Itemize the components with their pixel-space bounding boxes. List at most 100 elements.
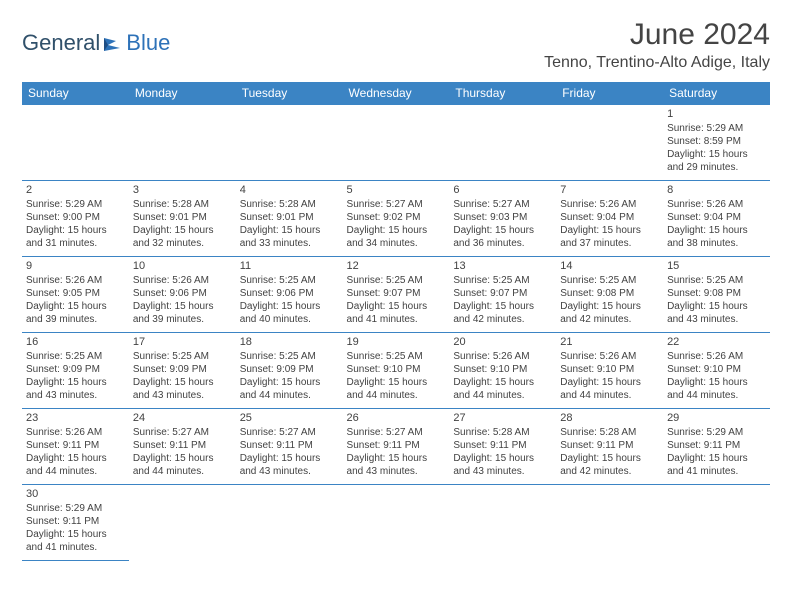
- day-day2: and 36 minutes.: [453, 237, 552, 250]
- calendar-day-cell: 17Sunrise: 5:25 AMSunset: 9:09 PMDayligh…: [129, 333, 236, 409]
- day-number: 18: [240, 335, 339, 349]
- day-sunrise: Sunrise: 5:25 AM: [347, 274, 446, 287]
- title-block: June 2024 Tenno, Trentino-Alto Adige, It…: [544, 18, 770, 72]
- day-sunrise: Sunrise: 5:29 AM: [26, 502, 125, 515]
- day-sunset: Sunset: 9:07 PM: [453, 287, 552, 300]
- day-day2: and 40 minutes.: [240, 313, 339, 326]
- calendar-day-cell: 2Sunrise: 5:29 AMSunset: 9:00 PMDaylight…: [22, 181, 129, 257]
- day-number: 26: [347, 411, 446, 425]
- day-sunset: Sunset: 9:11 PM: [453, 439, 552, 452]
- day-day2: and 37 minutes.: [560, 237, 659, 250]
- calendar-day-cell: 18Sunrise: 5:25 AMSunset: 9:09 PMDayligh…: [236, 333, 343, 409]
- day-day2: and 42 minutes.: [560, 313, 659, 326]
- day-day2: and 42 minutes.: [453, 313, 552, 326]
- calendar-week-row: 2Sunrise: 5:29 AMSunset: 9:00 PMDaylight…: [22, 181, 770, 257]
- day-sunset: Sunset: 9:08 PM: [667, 287, 766, 300]
- calendar-day-cell: 12Sunrise: 5:25 AMSunset: 9:07 PMDayligh…: [343, 257, 450, 333]
- day-sunset: Sunset: 9:04 PM: [667, 211, 766, 224]
- day-number: 27: [453, 411, 552, 425]
- calendar-body: 1Sunrise: 5:29 AMSunset: 8:59 PMDaylight…: [22, 105, 770, 561]
- day-sunset: Sunset: 9:02 PM: [347, 211, 446, 224]
- day-day2: and 41 minutes.: [26, 541, 125, 554]
- calendar-day-cell: 22Sunrise: 5:26 AMSunset: 9:10 PMDayligh…: [663, 333, 770, 409]
- day-sunrise: Sunrise: 5:29 AM: [667, 426, 766, 439]
- day-sunrise: Sunrise: 5:25 AM: [347, 350, 446, 363]
- calendar-day-cell: [556, 485, 663, 561]
- day-sunrise: Sunrise: 5:25 AM: [240, 274, 339, 287]
- day-sunset: Sunset: 9:11 PM: [560, 439, 659, 452]
- day-number: 24: [133, 411, 232, 425]
- day-sunset: Sunset: 9:06 PM: [240, 287, 339, 300]
- day-sunset: Sunset: 9:05 PM: [26, 287, 125, 300]
- day-sunrise: Sunrise: 5:26 AM: [667, 350, 766, 363]
- day-day1: Daylight: 15 hours: [26, 300, 125, 313]
- calendar-day-cell: [556, 105, 663, 181]
- day-number: 23: [26, 411, 125, 425]
- day-number: 7: [560, 183, 659, 197]
- day-sunrise: Sunrise: 5:27 AM: [453, 198, 552, 211]
- day-day2: and 44 minutes.: [560, 389, 659, 402]
- day-day2: and 31 minutes.: [26, 237, 125, 250]
- day-sunset: Sunset: 8:59 PM: [667, 135, 766, 148]
- day-day1: Daylight: 15 hours: [560, 300, 659, 313]
- page-header: General Blue June 2024 Tenno, Trentino-A…: [22, 18, 770, 72]
- day-day1: Daylight: 15 hours: [560, 224, 659, 237]
- calendar-week-row: 30Sunrise: 5:29 AMSunset: 9:11 PMDayligh…: [22, 485, 770, 561]
- calendar-day-cell: [236, 105, 343, 181]
- calendar-day-cell: [663, 485, 770, 561]
- day-sunrise: Sunrise: 5:26 AM: [26, 426, 125, 439]
- day-number: 14: [560, 259, 659, 273]
- day-day2: and 44 minutes.: [453, 389, 552, 402]
- day-number: 30: [26, 487, 125, 501]
- day-day1: Daylight: 15 hours: [560, 376, 659, 389]
- day-sunrise: Sunrise: 5:28 AM: [453, 426, 552, 439]
- day-sunset: Sunset: 9:08 PM: [560, 287, 659, 300]
- day-day1: Daylight: 15 hours: [667, 224, 766, 237]
- day-sunrise: Sunrise: 5:28 AM: [240, 198, 339, 211]
- logo-text-blue: Blue: [126, 30, 170, 56]
- month-title: June 2024: [544, 18, 770, 52]
- day-number: 10: [133, 259, 232, 273]
- day-sunrise: Sunrise: 5:29 AM: [26, 198, 125, 211]
- calendar-week-row: 9Sunrise: 5:26 AMSunset: 9:05 PMDaylight…: [22, 257, 770, 333]
- day-sunset: Sunset: 9:11 PM: [240, 439, 339, 452]
- day-number: 20: [453, 335, 552, 349]
- day-day1: Daylight: 15 hours: [667, 452, 766, 465]
- day-number: 25: [240, 411, 339, 425]
- weekday-header: Thursday: [449, 82, 556, 105]
- day-sunset: Sunset: 9:09 PM: [133, 363, 232, 376]
- day-sunrise: Sunrise: 5:27 AM: [347, 198, 446, 211]
- calendar-day-cell: 26Sunrise: 5:27 AMSunset: 9:11 PMDayligh…: [343, 409, 450, 485]
- day-day2: and 43 minutes.: [667, 313, 766, 326]
- day-sunset: Sunset: 9:11 PM: [347, 439, 446, 452]
- calendar-day-cell: 21Sunrise: 5:26 AMSunset: 9:10 PMDayligh…: [556, 333, 663, 409]
- day-number: 13: [453, 259, 552, 273]
- day-sunset: Sunset: 9:10 PM: [667, 363, 766, 376]
- calendar-day-cell: 7Sunrise: 5:26 AMSunset: 9:04 PMDaylight…: [556, 181, 663, 257]
- day-sunset: Sunset: 9:09 PM: [26, 363, 125, 376]
- weekday-header: Friday: [556, 82, 663, 105]
- calendar-day-cell: [343, 105, 450, 181]
- day-day2: and 42 minutes.: [560, 465, 659, 478]
- calendar-day-cell: 30Sunrise: 5:29 AMSunset: 9:11 PMDayligh…: [22, 485, 129, 561]
- calendar-day-cell: 29Sunrise: 5:29 AMSunset: 9:11 PMDayligh…: [663, 409, 770, 485]
- day-sunrise: Sunrise: 5:26 AM: [667, 198, 766, 211]
- day-number: 8: [667, 183, 766, 197]
- calendar-day-cell: 19Sunrise: 5:25 AMSunset: 9:10 PMDayligh…: [343, 333, 450, 409]
- logo-text-general: General: [22, 30, 100, 56]
- calendar-day-cell: 14Sunrise: 5:25 AMSunset: 9:08 PMDayligh…: [556, 257, 663, 333]
- day-day1: Daylight: 15 hours: [347, 300, 446, 313]
- day-sunrise: Sunrise: 5:29 AM: [667, 122, 766, 135]
- day-day2: and 29 minutes.: [667, 161, 766, 174]
- day-sunrise: Sunrise: 5:25 AM: [667, 274, 766, 287]
- day-sunrise: Sunrise: 5:26 AM: [133, 274, 232, 287]
- calendar-day-cell: 6Sunrise: 5:27 AMSunset: 9:03 PMDaylight…: [449, 181, 556, 257]
- calendar-day-cell: [343, 485, 450, 561]
- day-number: 17: [133, 335, 232, 349]
- day-number: 2: [26, 183, 125, 197]
- day-day1: Daylight: 15 hours: [347, 376, 446, 389]
- calendar-table: Sunday Monday Tuesday Wednesday Thursday…: [22, 82, 770, 561]
- location-subtitle: Tenno, Trentino-Alto Adige, Italy: [544, 54, 770, 72]
- weekday-header-row: Sunday Monday Tuesday Wednesday Thursday…: [22, 82, 770, 105]
- logo: General Blue: [22, 30, 170, 56]
